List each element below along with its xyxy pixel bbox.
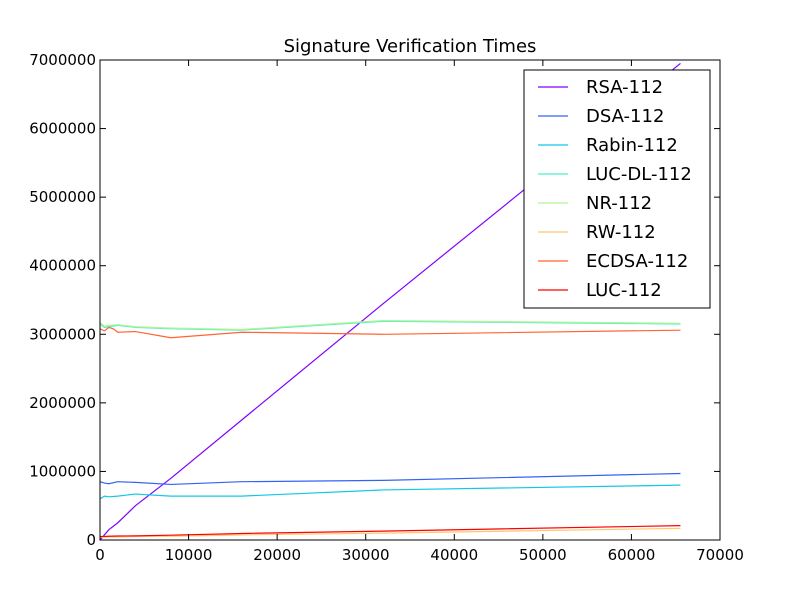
legend-label: Rabin-112 [586, 135, 678, 156]
y-tick-label: 1000000 [29, 462, 96, 480]
series-line-luc-dl-112 [100, 320, 681, 331]
series-line-ecdsa-112 [100, 326, 681, 339]
plot-frame [99, 59, 721, 541]
y-tick-label: 3000000 [29, 325, 96, 343]
series-line-dsa-112 [100, 472, 681, 486]
y-tick-label: 7000000 [29, 51, 96, 69]
y-tick-label: 0 [86, 531, 96, 549]
series-lines [100, 62, 681, 540]
chart-title: Signature Verification Times [284, 36, 537, 57]
y-tick-label: 2000000 [29, 394, 96, 412]
x-tick-label: 50000 [519, 546, 567, 564]
y-tick-label: 4000000 [29, 257, 96, 275]
axis-ticks: 0 10000 20000 30000 40000 50000 60000 70000 0 100… [29, 51, 744, 564]
legend-box [523, 69, 711, 309]
x-tick-label: 10000 [165, 546, 213, 564]
legend: RSA-112 DSA-112 Rabin-112 LUC-DL-112 NR-112 R… [523, 69, 711, 309]
legend-label: ECDSA-112 [586, 251, 688, 272]
legend-label: RSA-112 [586, 77, 663, 98]
series-line-rw-112 [100, 527, 681, 538]
y-tick-label: 5000000 [29, 188, 96, 206]
x-tick-label: 60000 [608, 546, 656, 564]
legend-label: LUC-DL-112 [586, 164, 692, 185]
legend-label: RW-112 [586, 222, 656, 243]
legend-label: DSA-112 [586, 106, 664, 127]
x-tick-label: 70000 [696, 546, 744, 564]
series-line-luc-112 [100, 525, 681, 538]
x-tick-label: 0 [95, 546, 105, 564]
x-tick-label: 30000 [342, 546, 390, 564]
y-tick-label: 6000000 [29, 120, 96, 138]
series-line-nr-112 [100, 319, 681, 331]
series-line-rabin-112 [100, 484, 681, 500]
x-tick-label: 40000 [430, 546, 478, 564]
legend-label: LUC-112 [586, 280, 662, 301]
x-tick-label: 20000 [253, 546, 301, 564]
legend-label: NR-112 [586, 193, 652, 214]
